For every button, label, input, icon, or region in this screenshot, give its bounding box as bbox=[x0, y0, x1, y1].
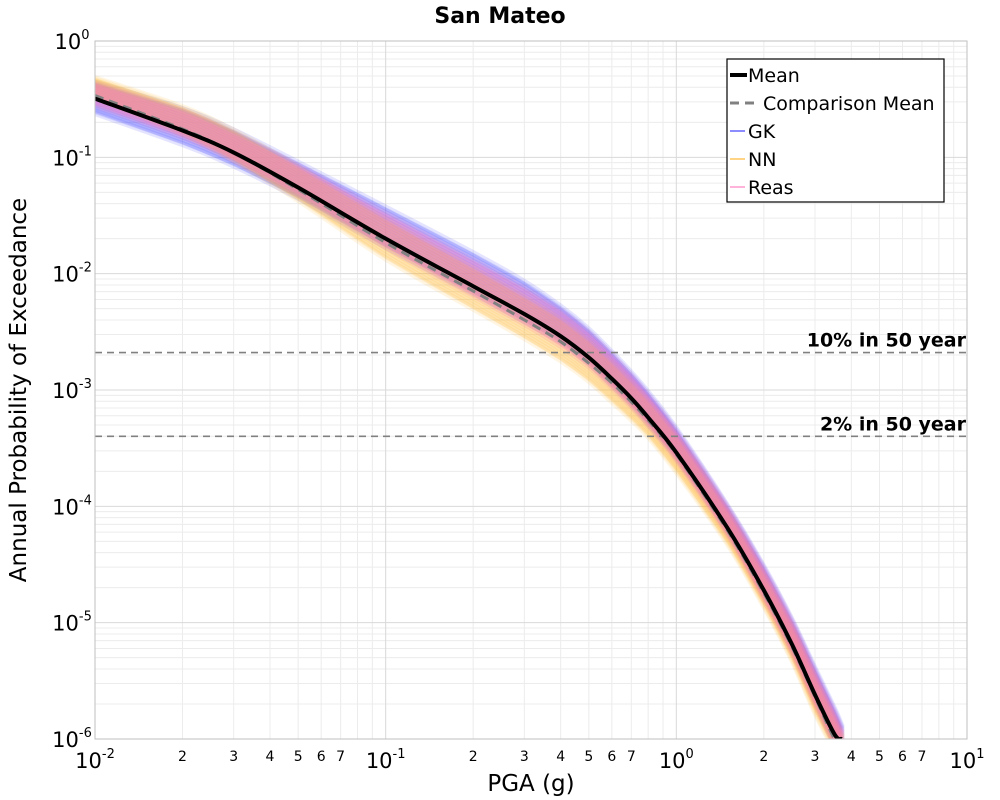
series-curve-reas bbox=[95, 83, 845, 737]
series-curve-gk bbox=[95, 88, 845, 738]
x-minor-tick-label: 5 bbox=[584, 749, 593, 765]
x-minor-tick-label: 7 bbox=[627, 749, 636, 765]
x-minor-tick-label: 3 bbox=[229, 749, 238, 765]
x-minor-tick-label: 5 bbox=[875, 749, 884, 765]
series-curve-nn bbox=[95, 75, 845, 738]
series-curve-gk bbox=[95, 92, 845, 739]
x-minor-tick-label: 2 bbox=[759, 749, 768, 765]
x-minor-tick-label: 6 bbox=[317, 749, 326, 765]
mean-lines bbox=[95, 94, 843, 739]
series-curve-gk bbox=[95, 83, 845, 734]
series-curve-nn bbox=[95, 92, 834, 739]
x-minor-tick-label: 7 bbox=[336, 749, 345, 765]
series-curve-gk bbox=[95, 96, 843, 739]
series-curve-reas bbox=[95, 82, 845, 735]
reference-annotations: 10% in 50 year 2% in 50 year bbox=[807, 330, 967, 436]
chart-title: San Mateo bbox=[434, 4, 565, 29]
series-curve-nn bbox=[95, 77, 845, 739]
reference-line-label: 10% in 50 year bbox=[807, 330, 967, 352]
x-tick-label: 10-2 bbox=[75, 747, 115, 773]
y-tick-label: 10-6 bbox=[52, 726, 92, 752]
x-tick-label: 10-1 bbox=[366, 747, 406, 773]
x-axis-label: PGA (g) bbox=[487, 771, 574, 797]
series-curve-reas bbox=[95, 80, 845, 733]
x-minor-tick-label: 4 bbox=[556, 749, 565, 765]
x-minor-tick-label: 5 bbox=[294, 749, 303, 765]
reference-lines bbox=[95, 351, 967, 438]
series-curve-nn bbox=[95, 76, 845, 739]
legend-label-nn: NN bbox=[748, 149, 776, 171]
x-minor-tick-label: 4 bbox=[847, 749, 856, 765]
legend-box bbox=[726, 58, 945, 203]
legend: Mean Comparison Mean GK NN Reas bbox=[726, 58, 945, 203]
series-curve-gk bbox=[95, 94, 844, 739]
y-axis-ticks: 100 10-1 10-2 10-3 10-4 10-5 10-6 bbox=[52, 28, 92, 752]
x-minor-tick-label: 4 bbox=[266, 749, 275, 765]
series-curve-nn bbox=[95, 80, 844, 739]
series-curve-gk bbox=[95, 79, 845, 729]
x-tick-label: 100 bbox=[659, 747, 694, 773]
series-curve-reas bbox=[95, 88, 845, 739]
series-curve-reas bbox=[95, 102, 836, 739]
series-curve-reas bbox=[95, 85, 845, 739]
x-minor-tick-label: 2 bbox=[469, 749, 478, 765]
series-curve-reas bbox=[95, 93, 842, 739]
legend-label-reas: Reas bbox=[748, 177, 794, 199]
plot-area-frame bbox=[94, 40, 968, 740]
series-curve-nn bbox=[95, 94, 832, 739]
series-curve-gk bbox=[95, 90, 845, 739]
legend-label-gk: GK bbox=[748, 121, 776, 143]
x-minor-tick-label: 3 bbox=[520, 749, 529, 765]
y-axis-label: Annual Probability of Exceedance bbox=[6, 198, 32, 582]
x-minor-tick-label: 2 bbox=[178, 749, 187, 765]
series-curve-gk bbox=[95, 81, 845, 731]
series-curve-reas bbox=[95, 91, 843, 739]
series-curve-gk bbox=[95, 86, 845, 736]
x-tick-label: 101 bbox=[949, 747, 984, 773]
series-curve-nn bbox=[95, 89, 836, 739]
series-curve-nn bbox=[95, 79, 844, 739]
series-line-mean bbox=[95, 96, 843, 739]
x-minor-tick-label: 3 bbox=[811, 749, 820, 765]
x-minor-tick-label: 6 bbox=[898, 749, 907, 765]
y-tick-label: 10-4 bbox=[52, 493, 92, 519]
y-tick-label: 10-1 bbox=[52, 144, 92, 170]
legend-label-mean: Mean bbox=[748, 65, 800, 87]
y-tick-label: 10-3 bbox=[52, 377, 92, 403]
y-tick-label: 10-2 bbox=[52, 261, 92, 287]
series-curve-reas bbox=[95, 86, 845, 739]
reference-line-label: 2% in 50 year bbox=[820, 413, 967, 435]
series-curve-nn bbox=[95, 88, 837, 739]
series-curve-reas bbox=[95, 89, 844, 739]
x-minor-tick-label: 6 bbox=[607, 749, 616, 765]
x-minor-tick-label: 7 bbox=[918, 749, 927, 765]
y-tick-label: 100 bbox=[54, 28, 89, 54]
series-curve-nn bbox=[95, 91, 835, 739]
legend-label-comparison-mean: Comparison Mean bbox=[763, 93, 935, 115]
y-tick-label: 10-5 bbox=[52, 610, 92, 636]
